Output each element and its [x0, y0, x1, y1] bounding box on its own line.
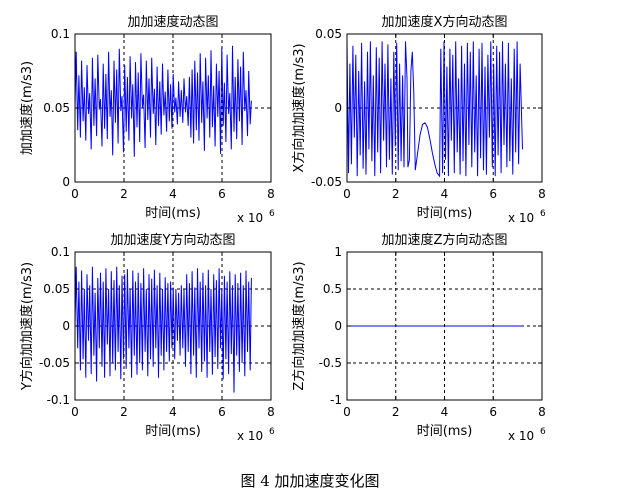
y-tick-label: 0 [334, 319, 342, 333]
chart-title: 加加速度Y方向动态图 [111, 232, 236, 248]
x-tick-label: 0 [71, 405, 79, 419]
x-tick-label: 4 [441, 187, 449, 201]
x-tick-label: 4 [169, 405, 177, 419]
x-tick-label: 6 [218, 187, 226, 201]
chart-title: 加加速度动态图 [127, 14, 218, 30]
series-line [74, 45, 252, 157]
x-tick-label: 8 [267, 405, 275, 419]
x-tick-label: 2 [392, 187, 400, 201]
y-tick-label: 0.1 [51, 245, 70, 259]
y-tick-label: 0 [334, 101, 342, 115]
y-tick-label: 1 [334, 245, 342, 259]
x-tick-label: 6 [489, 187, 497, 201]
x-tick-label: 0 [343, 405, 351, 419]
y-axis-label: 加加速度(m/s3) [19, 61, 35, 155]
x-tick-label: 4 [441, 405, 449, 419]
y-axis-label: X方向加加速度(m/s3) [291, 43, 307, 172]
y-tick-label: 0.1 [51, 27, 70, 41]
x-tick-label: 6 [218, 405, 226, 419]
y-tick-label: 0 [62, 175, 70, 189]
x-tick-label: 2 [120, 187, 128, 201]
y-tick-label: -0.05 [39, 356, 70, 370]
y-axis-label: Y方向加加速度(m/s3) [19, 262, 35, 391]
figure-caption: 图 4 加加速度变化图 [240, 472, 380, 490]
series-line [74, 266, 252, 393]
x-axis-label: 时间(ms) [417, 206, 473, 221]
y-tick-label: 0.5 [323, 282, 342, 296]
x-axis-label: 时间(ms) [145, 424, 201, 439]
x-tick-label: 2 [392, 405, 400, 419]
x-tick-label: 8 [538, 187, 546, 201]
x-axis-multiplier: x 10 [508, 211, 534, 225]
x-tick-label: 8 [267, 187, 275, 201]
x-axis-multiplier: x 10 [508, 429, 534, 443]
y-tick-label: 0.05 [43, 282, 70, 296]
x-axis-multiplier: x 10 [237, 429, 263, 443]
x-tick-label: 2 [120, 405, 128, 419]
y-tick-label: 0.05 [315, 27, 342, 41]
series-line [346, 41, 523, 178]
y-tick-label: -0.05 [311, 175, 342, 189]
y-axis-label: Z方向加加速度(m/s3) [291, 261, 307, 390]
x-axis-multiplier-exponent: 6 [269, 427, 275, 437]
y-tick-label: 0 [62, 319, 70, 333]
chart-title: 加加速度X方向动态图 [382, 14, 508, 30]
y-tick-label: 0.05 [43, 101, 70, 115]
x-tick-label: 0 [71, 187, 79, 201]
y-tick-label: -0.1 [47, 393, 70, 407]
x-axis-label: 时间(ms) [417, 424, 473, 439]
x-axis-multiplier-exponent: 6 [269, 209, 275, 219]
x-axis-label: 时间(ms) [145, 206, 201, 221]
x-tick-label: 0 [343, 187, 351, 201]
y-tick-label: -1 [330, 393, 342, 407]
chart-title: 加加速度Z方向动态图 [382, 232, 508, 248]
x-tick-label: 4 [169, 187, 177, 201]
y-tick-label: -0.5 [319, 356, 342, 370]
x-tick-label: 6 [489, 405, 497, 419]
x-axis-multiplier: x 10 [237, 211, 263, 225]
x-axis-multiplier-exponent: 6 [540, 427, 546, 437]
x-axis-multiplier-exponent: 6 [540, 209, 546, 219]
x-tick-label: 8 [538, 405, 546, 419]
